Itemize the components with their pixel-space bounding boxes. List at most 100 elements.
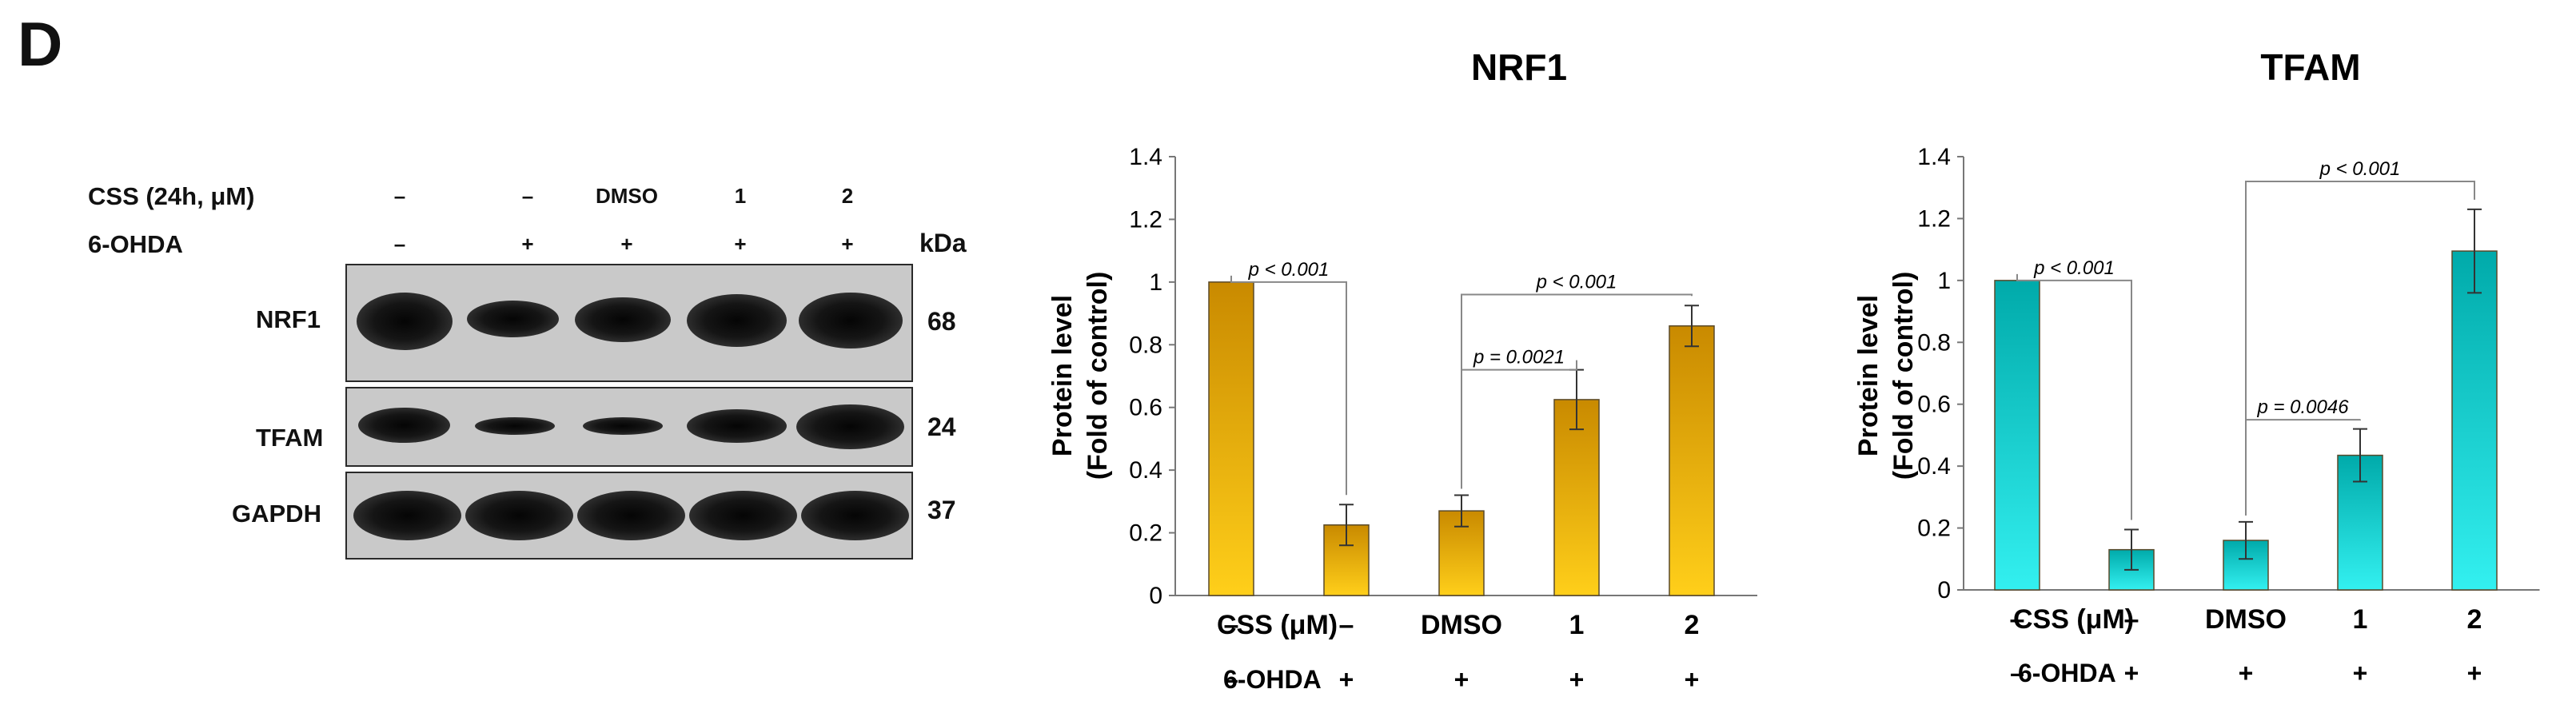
plot-area: 0 0.2 0.4 0.6 0.8 1 1.2 1.4 p < 0.001 p = 0.0046 p… bbox=[1917, 144, 2540, 687]
y-tick-label: 0.4 bbox=[1917, 453, 1951, 480]
bar bbox=[1669, 325, 1715, 596]
blot-css-cell: – bbox=[521, 184, 534, 208]
row-label-6ohda: 6-OHDA bbox=[1223, 665, 1322, 694]
blot-ohda-cell: + bbox=[734, 232, 747, 256]
ohda-category-label: + bbox=[2124, 659, 2139, 687]
y-axis-label: (Fold of control) bbox=[1888, 272, 1919, 480]
css-category-label: 2 bbox=[2467, 604, 2482, 635]
significance-bracket bbox=[2245, 180, 2475, 516]
band bbox=[801, 491, 909, 540]
blot-css-cell: DMSO bbox=[596, 184, 658, 208]
y-axis-label: Protein level bbox=[1047, 295, 1078, 456]
bar bbox=[1994, 280, 2040, 591]
band bbox=[799, 293, 903, 349]
p-value-label: p < 0.001 bbox=[1536, 272, 1617, 293]
ohda-category-label: – bbox=[2010, 659, 2024, 687]
css-category-label: 1 bbox=[1569, 610, 1585, 640]
ohda-category-label: + bbox=[2353, 659, 2368, 687]
css-category-label: DMSO bbox=[2205, 604, 2287, 635]
plot-area: 0 0.2 0.4 0.6 0.8 1 1.2 1.4 p < 0.001 p = 0.0021 p… bbox=[1129, 144, 1757, 694]
significance-bracket bbox=[2016, 273, 2132, 520]
blot-css-cell: 2 bbox=[841, 184, 854, 208]
band bbox=[689, 491, 797, 540]
blot-css-cell: – bbox=[393, 184, 406, 208]
y-tick-label: 0.6 bbox=[1917, 392, 1951, 418]
protein-label-gapdh: GAPDH bbox=[232, 500, 321, 528]
p-value-label: p < 0.001 bbox=[2319, 158, 2401, 180]
bar bbox=[2451, 250, 2498, 591]
p-value-label: p = 0.0046 bbox=[2256, 396, 2349, 418]
band bbox=[465, 491, 573, 540]
blot-ohda-cell: + bbox=[841, 232, 854, 256]
y-tick-label: 0 bbox=[1149, 583, 1162, 609]
blot-ohda-cell: + bbox=[620, 232, 633, 256]
blot-row-label-6ohda: 6-OHDA bbox=[88, 230, 183, 258]
blot-ohda-cell: – bbox=[393, 232, 406, 256]
y-tick-label: 0.6 bbox=[1129, 395, 1162, 421]
y-tick-label: 0.8 bbox=[1917, 329, 1951, 356]
mw-tfam: 24 bbox=[927, 412, 956, 441]
mw-nrf1: 68 bbox=[927, 307, 956, 336]
mw-gapdh: 37 bbox=[927, 496, 956, 524]
blot-ohda-cell: + bbox=[521, 232, 534, 256]
row-label-css: CSS (μM) bbox=[1217, 610, 1338, 640]
significance-bracket bbox=[1461, 293, 1693, 489]
css-category-label: 2 bbox=[1685, 610, 1700, 640]
y-tick-label: 1.2 bbox=[1129, 206, 1162, 233]
css-category-label: – bbox=[1339, 610, 1354, 640]
chart-title: NRF1 bbox=[1471, 46, 1567, 88]
css-category-label: DMSO bbox=[1421, 610, 1502, 640]
ohda-category-label: – bbox=[1224, 665, 1238, 694]
ohda-category-label: + bbox=[2239, 659, 2254, 687]
protein-label-nrf1: NRF1 bbox=[256, 305, 321, 333]
band bbox=[358, 408, 450, 443]
y-tick-label: 1.4 bbox=[1917, 144, 1951, 170]
band bbox=[353, 491, 461, 540]
band bbox=[796, 404, 904, 449]
bar bbox=[2223, 540, 2269, 591]
y-tick-label: 0.8 bbox=[1129, 332, 1162, 358]
band bbox=[357, 293, 453, 350]
css-category-label: – bbox=[1224, 610, 1239, 640]
band bbox=[577, 491, 685, 540]
band bbox=[687, 409, 787, 443]
y-tick-label: 0 bbox=[1937, 577, 1951, 603]
chart-title: TFAM bbox=[2260, 46, 2360, 88]
p-value-label: p < 0.001 bbox=[1248, 259, 1330, 281]
ohda-category-label: + bbox=[1339, 665, 1354, 694]
p-value-label: p = 0.0021 bbox=[1473, 347, 1565, 368]
y-axis-label: Protein level bbox=[1853, 295, 1884, 456]
ohda-category-label: + bbox=[1569, 665, 1585, 694]
blot-strip-tfam bbox=[345, 387, 913, 467]
row-label-6ohda: 6-OHDA bbox=[2018, 659, 2116, 687]
chart-tfam: 0 0.2 0.4 0.6 0.8 1 1.2 1.4 p < 0.001 p = 0.0046 p… bbox=[1853, 46, 2540, 687]
y-tick-label: 0.2 bbox=[1917, 516, 1951, 542]
band bbox=[575, 297, 671, 342]
p-value-label: p < 0.001 bbox=[2033, 257, 2115, 279]
band bbox=[583, 417, 663, 435]
y-tick-label: 1.2 bbox=[1917, 205, 1951, 232]
chart-nrf1: 0 0.2 0.4 0.6 0.8 1 1.2 1.4 p < 0.001 p = 0.0021 p… bbox=[1047, 46, 1757, 694]
css-category-label: – bbox=[2010, 604, 2025, 635]
y-tick-label: 0.4 bbox=[1129, 457, 1162, 484]
bar bbox=[1553, 399, 1600, 596]
y-axis-label: (Fold of control) bbox=[1083, 272, 1113, 480]
y-tick-label: 1 bbox=[1937, 268, 1951, 294]
blot-strip-gapdh bbox=[345, 472, 913, 560]
significance-bracket bbox=[1230, 275, 1347, 496]
ohda-category-label: + bbox=[1454, 665, 1469, 694]
band bbox=[475, 417, 555, 435]
row-label-css: CSS (μM) bbox=[2013, 604, 2134, 635]
kda-label: kDa bbox=[919, 229, 967, 257]
y-tick-label: 1.4 bbox=[1129, 144, 1162, 170]
protein-label-tfam: TFAM bbox=[256, 424, 324, 452]
blot-css-cell: 1 bbox=[734, 184, 747, 208]
y-tick-label: 0.2 bbox=[1129, 520, 1162, 547]
css-category-label: – bbox=[2124, 604, 2139, 635]
css-category-label: 1 bbox=[2353, 604, 2368, 635]
panel-letter: D bbox=[18, 9, 63, 79]
ohda-category-label: + bbox=[1685, 665, 1700, 694]
bar bbox=[1208, 281, 1254, 596]
band bbox=[687, 294, 787, 347]
band bbox=[467, 301, 559, 337]
